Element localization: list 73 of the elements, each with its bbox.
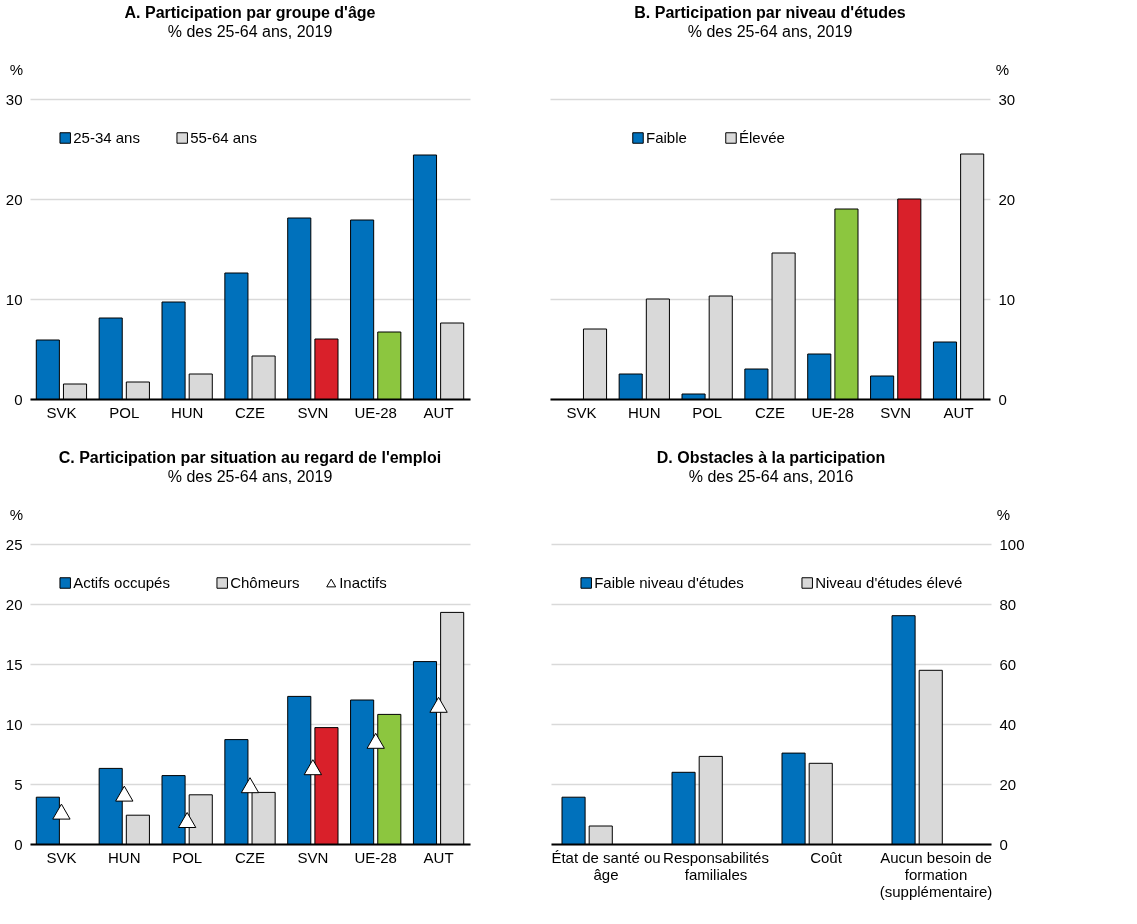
x-tick-label: CZE bbox=[235, 403, 265, 421]
x-tick-label: État de santé ou âge bbox=[551, 848, 661, 883]
x-tick-label: AUT bbox=[943, 403, 974, 421]
x-tick-label: HUN bbox=[108, 848, 141, 866]
legend-label: Faible bbox=[646, 129, 687, 146]
y-tick-label: 30 bbox=[5, 90, 23, 108]
x-tick-label: Coût bbox=[810, 848, 843, 866]
x-tick-label: UE-28 bbox=[354, 403, 397, 421]
legend-label: Niveau d'études élevé bbox=[815, 574, 963, 591]
y2-tick-label: 20 bbox=[999, 775, 1017, 793]
x-tick-label: HUN bbox=[628, 403, 661, 421]
x-tick-label: SVN bbox=[880, 403, 912, 421]
y2-tick-label: 60 bbox=[999, 655, 1017, 673]
y-tick-label: 0 bbox=[14, 835, 23, 853]
point bbox=[177, 812, 197, 828]
x-tick-label: SVK bbox=[46, 848, 77, 866]
y2-tick-label: 20 bbox=[998, 190, 1016, 208]
x-tick-label: SVN bbox=[297, 848, 329, 866]
x-tick-label: AUT bbox=[423, 403, 454, 421]
point bbox=[240, 777, 260, 794]
y2-tick-label: 40 bbox=[999, 715, 1017, 733]
point bbox=[52, 803, 71, 820]
chart-subtitle: % des 25-64 ans, 2019 bbox=[167, 468, 333, 485]
y-axis-title: % bbox=[9, 505, 24, 523]
y2-tick-label: 100 bbox=[999, 535, 1025, 553]
legend-label: Chômeurs bbox=[230, 574, 300, 591]
x-tick-label: SVK bbox=[46, 403, 77, 421]
y2-tick-label: 30 bbox=[998, 90, 1016, 108]
x-tick-label: POL bbox=[172, 848, 203, 866]
y2-axis-title: % bbox=[995, 60, 1010, 78]
point bbox=[115, 785, 134, 802]
x-tick-label: SVK bbox=[566, 403, 597, 421]
chart-subtitle: % des 25-64 ans, 2019 bbox=[167, 23, 333, 40]
y-axis-title: % bbox=[9, 60, 24, 78]
x-tick-label: UE-28 bbox=[811, 403, 855, 421]
chart-subtitle: % des 25-64 ans, 2019 bbox=[687, 23, 853, 40]
y2-tick-label: 0 bbox=[999, 835, 1008, 853]
y2-tick-label: 80 bbox=[999, 595, 1017, 613]
chart-title: B. Participation par niveau d'études bbox=[634, 4, 906, 21]
x-tick-label: AUT bbox=[423, 848, 454, 866]
y2-axis-title: % bbox=[996, 505, 1011, 523]
point bbox=[366, 732, 385, 749]
x-tick-label: POL bbox=[109, 403, 140, 421]
point bbox=[303, 759, 323, 776]
y-tick-label: 15 bbox=[5, 655, 23, 673]
chart-title: A. Participation par groupe d'âge bbox=[124, 4, 376, 21]
y-tick-label: 10 bbox=[5, 715, 23, 733]
x-tick-label: CZE bbox=[755, 403, 785, 421]
x-tick-label: UE-28 bbox=[354, 848, 397, 866]
y2-tick-label: 0 bbox=[998, 390, 1007, 408]
y-tick-label: 0 bbox=[14, 390, 23, 408]
chart-subtitle: % des 25-64 ans, 2016 bbox=[688, 468, 854, 485]
x-tick-label: Responsabilités familiales bbox=[663, 848, 769, 883]
legend-label: Faible niveau d'études bbox=[594, 574, 744, 591]
y-tick-label: 20 bbox=[5, 190, 23, 208]
legend-label: Inactifs bbox=[339, 574, 387, 591]
legend-label: Élevée bbox=[739, 129, 785, 146]
y-tick-label: 10 bbox=[5, 290, 23, 308]
y-tick-label: 25 bbox=[5, 535, 23, 553]
chart-title: D. Obstacles à la participation bbox=[656, 449, 886, 466]
x-tick-label: CZE bbox=[235, 848, 265, 866]
x-tick-label: POL bbox=[692, 403, 723, 421]
point bbox=[429, 696, 448, 713]
legend-label: Actifs occupés bbox=[73, 574, 170, 591]
legend-label: 55-64 ans bbox=[190, 129, 257, 146]
y2-tick-label: 10 bbox=[998, 290, 1016, 308]
y-tick-label: 5 bbox=[14, 775, 23, 793]
x-tick-label: HUN bbox=[170, 403, 204, 421]
legend-label: 25-34 ans bbox=[73, 129, 140, 146]
x-tick-label: SVN bbox=[297, 403, 329, 421]
y-tick-label: 20 bbox=[5, 595, 23, 613]
x-tick-label: Aucun besoin de formation (supplémentaire) bbox=[879, 848, 993, 900]
chart-title: C. Participation par situation au regard de l'emploi bbox=[58, 449, 442, 466]
